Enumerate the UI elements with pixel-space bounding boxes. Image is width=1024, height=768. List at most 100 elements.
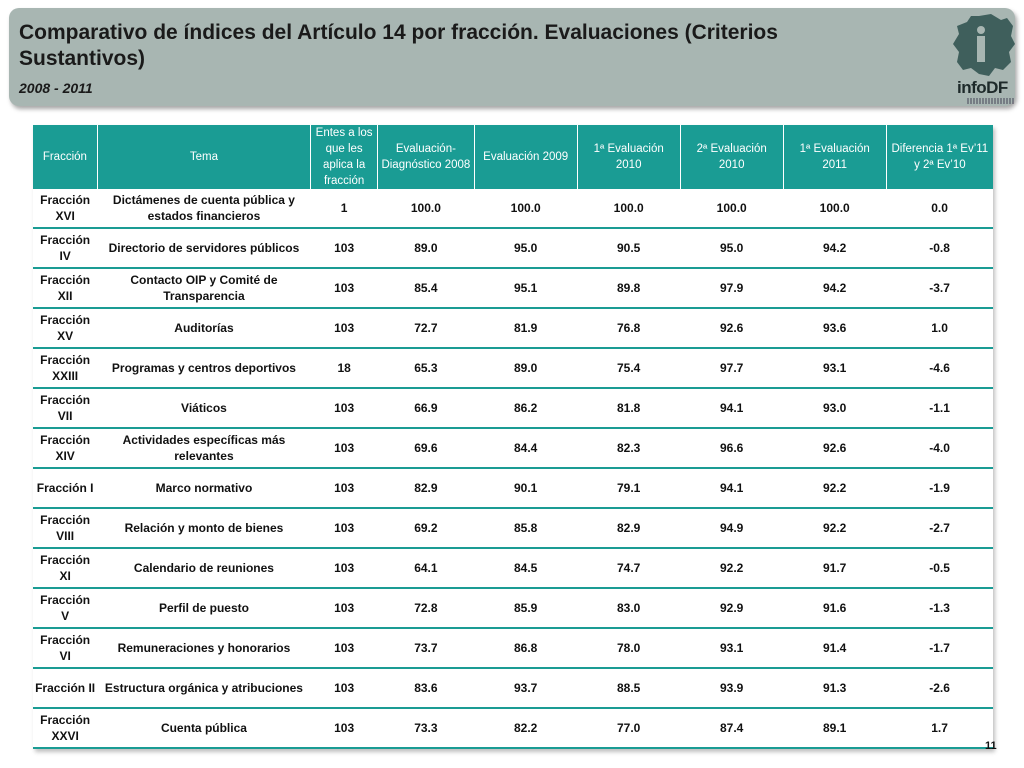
- value-cell: 75.4: [577, 348, 681, 389]
- value-cell: 85.8: [474, 508, 578, 549]
- value-cell: 85.4: [377, 268, 475, 309]
- fraccion-cell: Fracción XII: [33, 268, 98, 309]
- value-cell: 84.5: [474, 548, 578, 589]
- table-body: Fracción XVI Dictámenes de cuenta pública…: [33, 189, 993, 749]
- value-cell: 86.8: [474, 628, 578, 669]
- value-cell: 94.1: [680, 388, 784, 429]
- value-cell: 100.0: [680, 189, 784, 229]
- value-cell: 89.1: [783, 708, 887, 749]
- value-cell: 93.9: [680, 668, 784, 709]
- value-cell: 1.0: [886, 308, 993, 349]
- value-cell: -0.8: [886, 228, 993, 269]
- value-cell: 103: [310, 308, 378, 349]
- value-cell: 84.4: [474, 428, 578, 469]
- value-cell: 93.1: [783, 348, 887, 389]
- value-cell: 65.3: [377, 348, 475, 389]
- table-row: Fracción XII Contacto OIP y Comité de Tra…: [33, 268, 993, 309]
- value-cell: -4.0: [886, 428, 993, 469]
- value-cell: 92.2: [783, 468, 887, 509]
- value-cell: 73.3: [377, 708, 475, 749]
- value-cell: 73.7: [377, 628, 475, 669]
- value-cell: 93.6: [783, 308, 887, 349]
- tema-cell: Estructura orgánica y atribuciones: [97, 668, 311, 709]
- value-cell: 1: [310, 189, 378, 229]
- value-cell: 18: [310, 348, 378, 389]
- column-header: Evaluación-Diagnóstico 2008: [377, 125, 475, 189]
- tema-cell: Perfil de puesto: [97, 588, 311, 629]
- page-title: Comparativo de índices del Artículo 14 p…: [19, 21, 778, 70]
- fraccion-cell: Fracción I: [33, 468, 98, 509]
- value-cell: 100.0: [377, 189, 475, 229]
- table-row: Fracción XV Auditorías 103 72.7 81.9 76.8 92.6…: [33, 308, 993, 349]
- value-cell: 78.0: [577, 628, 681, 669]
- fraccion-cell: Fracción VII: [33, 388, 98, 429]
- value-cell: 92.6: [680, 308, 784, 349]
- value-cell: 66.9: [377, 388, 475, 429]
- table-row: Fracción XXVI Cuenta pública 103 73.3 82.2 77…: [33, 708, 993, 749]
- value-cell: 97.7: [680, 348, 784, 389]
- infodf-logo: infoDF: [949, 12, 1019, 108]
- value-cell: 72.7: [377, 308, 475, 349]
- value-cell: 93.0: [783, 388, 887, 429]
- fraccion-cell: Fracción VI: [33, 628, 98, 669]
- fraccion-cell: Fracción XI: [33, 548, 98, 589]
- tema-cell: Programas y centros deportivos: [97, 348, 311, 389]
- fraccion-cell: Fracción II: [33, 668, 98, 709]
- value-cell: 94.2: [783, 228, 887, 269]
- table-row: Fracción XVI Dictámenes de cuenta pública…: [33, 189, 993, 229]
- fraccion-cell: Fracción XVI: [33, 189, 98, 229]
- value-cell: 97.9: [680, 268, 784, 309]
- value-cell: -1.1: [886, 388, 993, 429]
- map-silhouette-icon: [953, 14, 1015, 76]
- value-cell: 90.1: [474, 468, 578, 509]
- value-cell: 88.5: [577, 668, 681, 709]
- logo-tagline: [967, 98, 1015, 104]
- value-cell: 1.7: [886, 708, 993, 749]
- value-cell: 64.1: [377, 548, 475, 589]
- value-cell: 96.6: [680, 428, 784, 469]
- value-cell: 0.0: [886, 189, 993, 229]
- fraccion-cell: Fracción V: [33, 588, 98, 629]
- value-cell: -2.6: [886, 668, 993, 709]
- value-cell: 94.2: [783, 268, 887, 309]
- value-cell: 103: [310, 228, 378, 269]
- value-cell: 103: [310, 268, 378, 309]
- column-header: Evaluación 2009: [474, 125, 578, 189]
- value-cell: -1.7: [886, 628, 993, 669]
- table-row: Fracción V Perfil de puesto 103 72.8 85.9 83.…: [33, 588, 993, 629]
- table-row: Fracción VI Remuneraciones y honorarios 10…: [33, 628, 993, 669]
- value-cell: 91.3: [783, 668, 887, 709]
- tema-cell: Remuneraciones y honorarios: [97, 628, 311, 669]
- table-row: Fracción VIII Relación y monto de bienes 1…: [33, 508, 993, 549]
- page-number: 11: [985, 740, 997, 752]
- tema-cell: Cuenta pública: [97, 708, 311, 749]
- table-row: Fracción IV Directorio de servidores públ…: [33, 228, 993, 269]
- value-cell: 81.9: [474, 308, 578, 349]
- value-cell: 74.7: [577, 548, 681, 589]
- value-cell: -3.7: [886, 268, 993, 309]
- value-cell: 103: [310, 708, 378, 749]
- value-cell: -1.3: [886, 588, 993, 629]
- value-cell: 92.2: [783, 508, 887, 549]
- value-cell: -4.6: [886, 348, 993, 389]
- value-cell: 92.2: [680, 548, 784, 589]
- table-row: Fracción I Marco normativo 103 82.9 90.1 79.1…: [33, 468, 993, 509]
- tema-cell: Marco normativo: [97, 468, 311, 509]
- tema-cell: Actividades específicas más relevantes: [97, 428, 311, 469]
- table-row: Fracción XXIII Programas y centros deport…: [33, 348, 993, 389]
- table-row: Fracción XI Calendario de reuniones 103 64.…: [33, 548, 993, 589]
- column-header: 1ª Evaluación 2011: [783, 125, 887, 189]
- value-cell: 69.6: [377, 428, 475, 469]
- table-row: Fracción XIV Actividades específicas más …: [33, 428, 993, 469]
- page-subtitle: 2008 - 2011: [19, 80, 93, 96]
- value-cell: 93.7: [474, 668, 578, 709]
- value-cell: 69.2: [377, 508, 475, 549]
- value-cell: 89.0: [377, 228, 475, 269]
- value-cell: 103: [310, 468, 378, 509]
- value-cell: 77.0: [577, 708, 681, 749]
- tema-cell: Contacto OIP y Comité de Transparencia: [97, 268, 311, 309]
- value-cell: 92.6: [783, 428, 887, 469]
- value-cell: 100.0: [474, 189, 578, 229]
- value-cell: 103: [310, 388, 378, 429]
- column-header: Diferencia 1ª Ev’11 y 2ª Ev’10: [886, 125, 993, 189]
